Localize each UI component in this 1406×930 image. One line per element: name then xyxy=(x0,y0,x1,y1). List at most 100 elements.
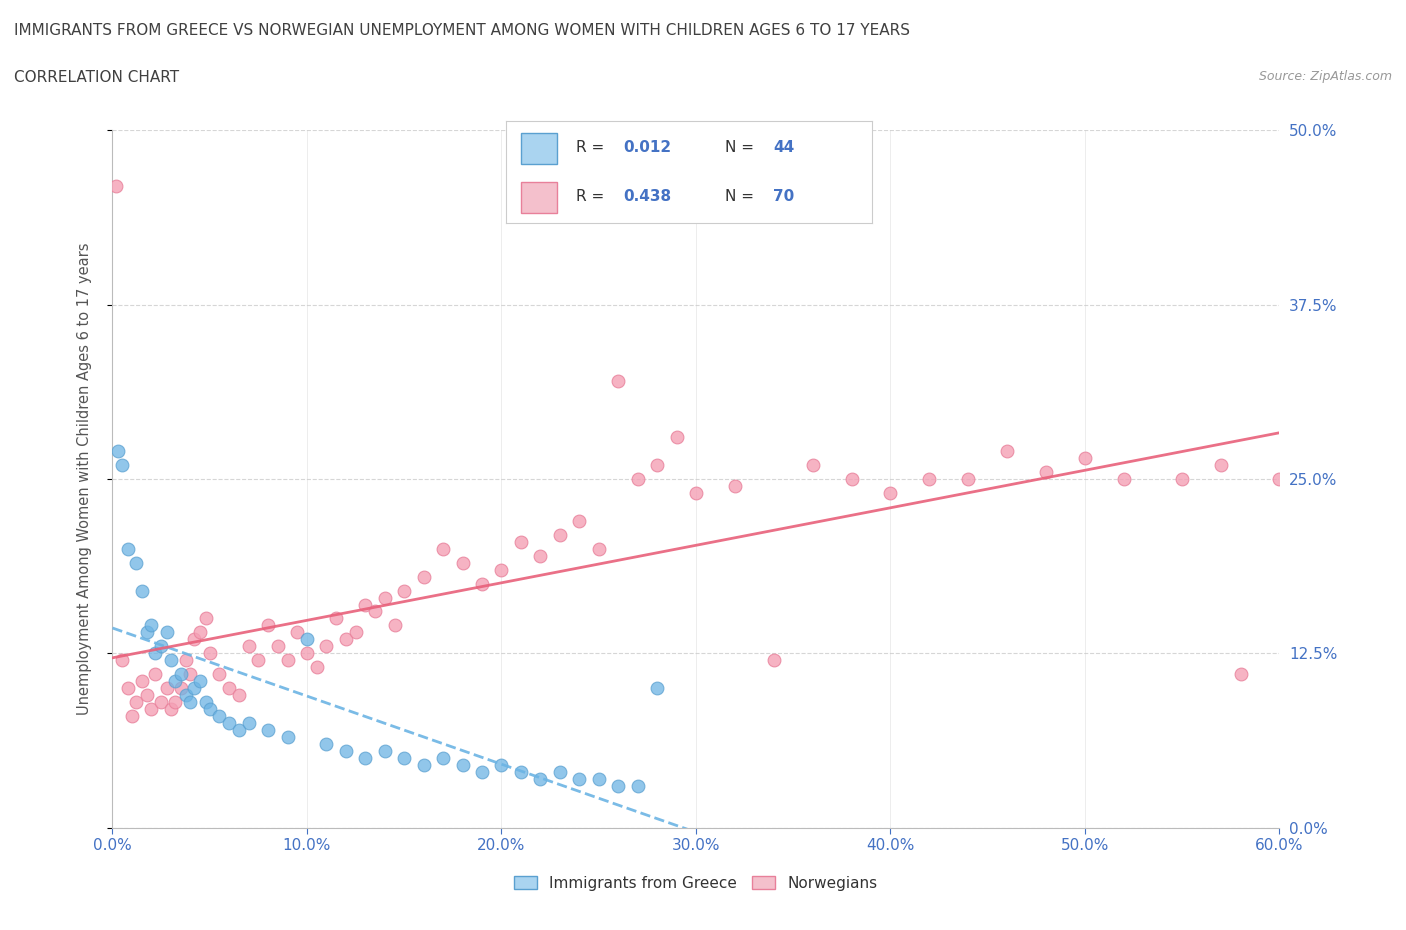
Point xyxy=(141,702,163,717)
Point xyxy=(188,625,211,640)
Point xyxy=(645,458,668,472)
Text: 44: 44 xyxy=(773,140,794,155)
Point xyxy=(568,772,591,787)
Point xyxy=(117,541,139,556)
FancyBboxPatch shape xyxy=(520,133,557,164)
Point xyxy=(285,625,308,640)
Text: R =: R = xyxy=(575,140,609,155)
Text: N =: N = xyxy=(725,189,759,204)
Point xyxy=(107,444,129,458)
Point xyxy=(238,716,260,731)
Point xyxy=(141,618,163,633)
Point xyxy=(607,778,630,793)
Point xyxy=(238,639,260,654)
Point xyxy=(208,709,231,724)
Point xyxy=(432,751,454,765)
Point xyxy=(412,757,434,772)
Point xyxy=(305,660,328,675)
Point xyxy=(276,653,298,668)
Point xyxy=(432,541,454,556)
Point xyxy=(176,653,198,668)
Point xyxy=(762,653,785,668)
Y-axis label: Unemployment Among Women with Children Ages 6 to 17 years: Unemployment Among Women with Children A… xyxy=(77,243,91,715)
Point xyxy=(228,688,250,703)
Point xyxy=(156,625,179,640)
Point xyxy=(364,604,387,619)
Point xyxy=(143,646,166,661)
Point xyxy=(325,611,347,626)
Point xyxy=(150,639,173,654)
Point xyxy=(163,673,186,688)
Point xyxy=(451,757,474,772)
Point xyxy=(1229,667,1251,682)
Point xyxy=(665,430,688,445)
Point xyxy=(179,695,201,710)
Point xyxy=(685,485,707,500)
Point xyxy=(247,653,270,668)
Point xyxy=(335,632,357,647)
Point xyxy=(136,625,159,640)
Point xyxy=(267,639,290,654)
Point xyxy=(588,772,610,787)
Point xyxy=(384,618,406,633)
Point xyxy=(627,778,650,793)
Point xyxy=(1268,472,1291,486)
Point xyxy=(143,667,166,682)
Point xyxy=(208,667,231,682)
Point xyxy=(529,549,551,564)
Point xyxy=(451,555,474,570)
Point xyxy=(111,458,134,472)
Point xyxy=(117,681,139,696)
Point xyxy=(471,576,494,591)
Point xyxy=(169,681,191,696)
Point xyxy=(801,458,824,472)
Point xyxy=(491,562,513,577)
Point xyxy=(354,597,377,612)
Point xyxy=(218,716,240,731)
Point xyxy=(529,772,551,787)
Text: Source: ZipAtlas.com: Source: ZipAtlas.com xyxy=(1258,70,1392,83)
Point xyxy=(548,527,571,542)
Point xyxy=(509,534,531,549)
Point xyxy=(315,737,337,751)
Point xyxy=(295,632,318,647)
Point xyxy=(315,639,337,654)
Point xyxy=(276,729,298,744)
Point xyxy=(183,681,205,696)
Point xyxy=(645,681,668,696)
Point xyxy=(509,764,531,779)
Text: 0.438: 0.438 xyxy=(623,189,671,204)
Point xyxy=(344,625,367,640)
Point xyxy=(198,646,221,661)
Point xyxy=(588,541,610,556)
Point xyxy=(1035,465,1057,480)
Text: IMMIGRANTS FROM GREECE VS NORWEGIAN UNEMPLOYMENT AMONG WOMEN WITH CHILDREN AGES : IMMIGRANTS FROM GREECE VS NORWEGIAN UNEM… xyxy=(14,23,910,38)
Point xyxy=(354,751,377,765)
FancyBboxPatch shape xyxy=(520,182,557,213)
Point xyxy=(194,611,217,626)
Point xyxy=(136,688,159,703)
Text: 70: 70 xyxy=(773,189,794,204)
Point xyxy=(183,632,205,647)
Point xyxy=(257,723,280,737)
Point xyxy=(1209,458,1232,472)
Point xyxy=(568,513,591,528)
Point xyxy=(374,744,396,759)
Point xyxy=(125,555,148,570)
Point xyxy=(169,667,191,682)
Point xyxy=(918,472,941,486)
Point xyxy=(160,653,183,668)
Point xyxy=(1074,451,1097,466)
Point xyxy=(335,744,357,759)
Point xyxy=(121,709,143,724)
Point xyxy=(879,485,901,500)
Text: CORRELATION CHART: CORRELATION CHART xyxy=(14,70,179,85)
Point xyxy=(150,695,173,710)
Point xyxy=(394,583,416,598)
Text: N =: N = xyxy=(725,140,759,155)
Point xyxy=(607,374,630,389)
Text: R =: R = xyxy=(575,189,609,204)
Point xyxy=(995,444,1018,458)
Point xyxy=(1112,472,1135,486)
Point xyxy=(111,653,134,668)
